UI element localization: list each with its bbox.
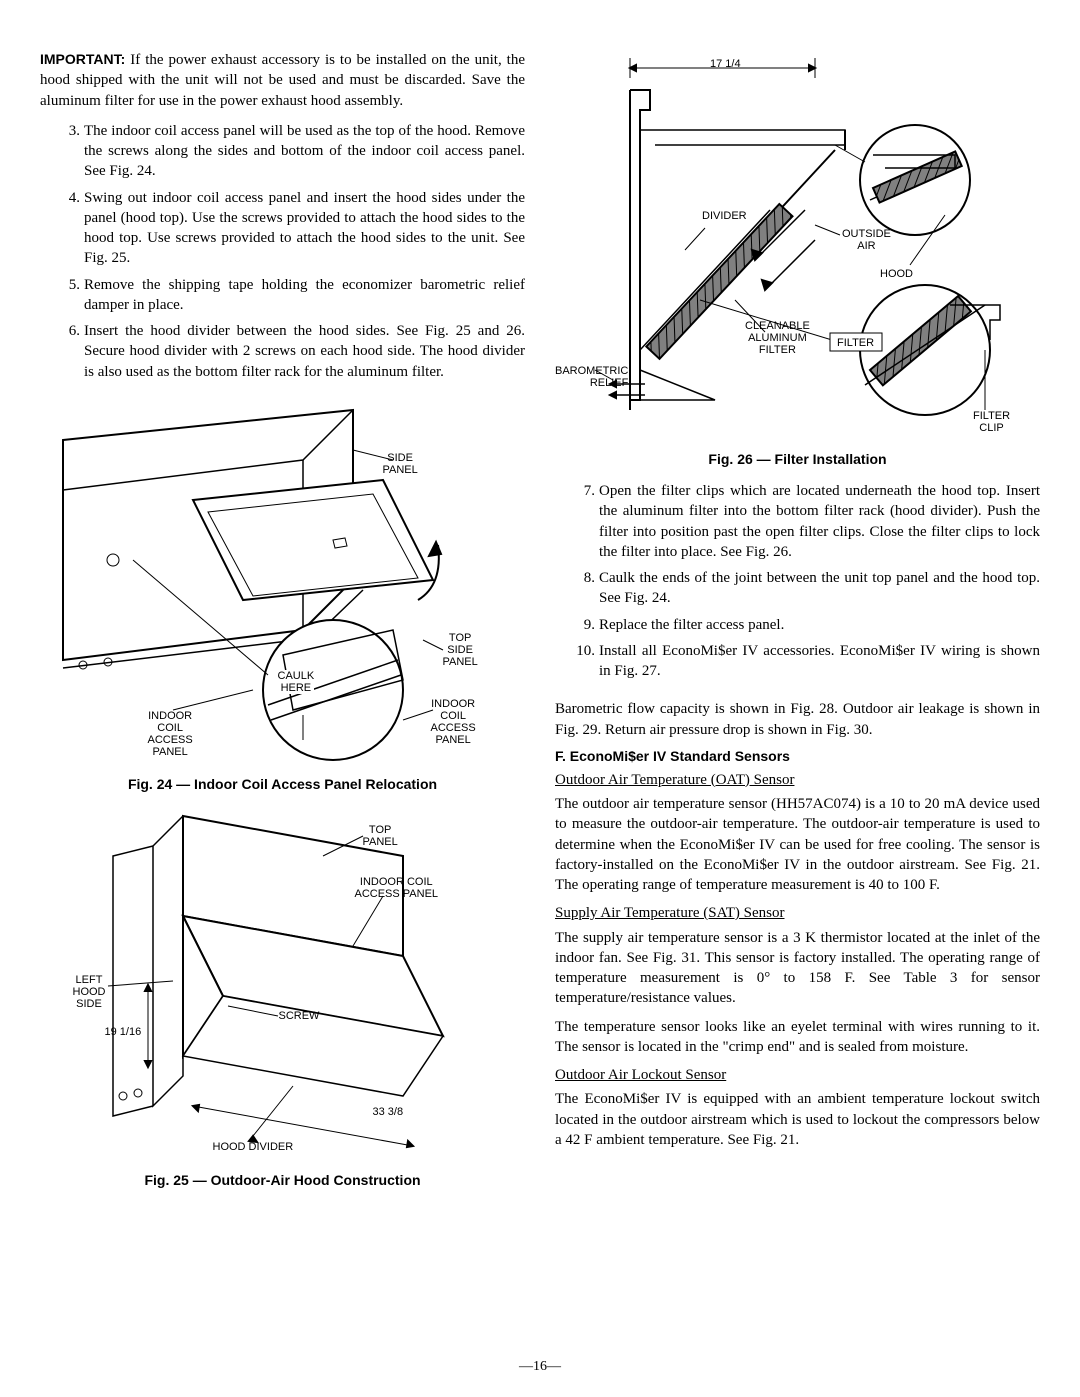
fig25-label-indoor-coil: INDOOR COIL ACCESS PANEL <box>355 876 439 900</box>
right-column: 17 1/4 DIVIDER OUTSIDE AIR HOOD CLEANABL… <box>555 50 1040 1202</box>
fig25-label-dim-h: 19 1/16 <box>105 1026 142 1038</box>
fig26-label-filter-clip: FILTER CLIP <box>973 410 1010 434</box>
step-3: 3.The indoor coil access panel will be u… <box>84 121 525 182</box>
sat-title: Supply Air Temperature (SAT) Sensor <box>555 903 1040 923</box>
oat-title: Outdoor Air Temperature (OAT) Sensor <box>555 770 1040 790</box>
fig24-label-indoor-r: INDOOR COIL ACCESS PANEL <box>431 698 476 746</box>
fig26-label-dim: 17 1/4 <box>710 58 741 70</box>
fig26-label-barometric: BAROMETRIC RELIEF <box>555 365 628 389</box>
steps-list-left: 3.The indoor coil access panel will be u… <box>40 121 525 382</box>
fig26-label-outside-air: OUTSIDE AIR <box>842 228 891 252</box>
step-4: 4.Swing out indoor coil access panel and… <box>84 188 525 269</box>
important-note: IMPORTANT: If the power exhaust accessor… <box>40 50 525 111</box>
figure-25: TOP PANEL INDOOR COIL ACCESS PANEL LEFT … <box>40 806 525 1188</box>
step-5: 5.Remove the shipping tape holding the e… <box>84 275 525 316</box>
two-column-layout: IMPORTANT: If the power exhaust accessor… <box>40 50 1040 1202</box>
fig26-label-divider: DIVIDER <box>702 210 747 222</box>
fig24-label-indoor-l: INDOOR COIL ACCESS PANEL <box>148 710 193 758</box>
fig24-diagram: SIDE PANEL TOP SIDE PANEL CAULK HERE IND… <box>53 400 513 770</box>
fig24-label-side-panel: SIDE PANEL <box>383 452 418 476</box>
sat-body1: The supply air temperature sensor is a 3… <box>555 928 1040 1009</box>
fig24-caption: Fig. 24 — Indoor Coil Access Panel Reloc… <box>40 776 525 792</box>
fig26-label-cleanable: CLEANABLE ALUMINUM FILTER <box>745 320 810 356</box>
fig26-diagram: 17 1/4 DIVIDER OUTSIDE AIR HOOD CLEANABL… <box>555 50 1040 445</box>
steps-list-right: 7.Open the filter clips which are locate… <box>555 481 1040 681</box>
fig26-label-filter: FILTER <box>837 337 874 349</box>
step-6: 6.Insert the hood divider between the ho… <box>84 321 525 382</box>
fig25-caption: Fig. 25 — Outdoor-Air Hood Construction <box>40 1172 525 1188</box>
step-10: 10.Install all EconoMi$er IV accessories… <box>599 641 1040 682</box>
step-8: 8.Caulk the ends of the joint between th… <box>599 568 1040 609</box>
fig25-label-hood-divider: HOOD DIVIDER <box>213 1141 294 1153</box>
step-9: 9.Replace the filter access panel. <box>599 615 1040 635</box>
figure-26: 17 1/4 DIVIDER OUTSIDE AIR HOOD CLEANABL… <box>555 50 1040 467</box>
section-f-head: F. EconoMi$er IV Standard Sensors <box>555 748 1040 764</box>
fig25-label-left-hood-side: LEFT HOOD SIDE <box>73 974 106 1010</box>
figure-24: SIDE PANEL TOP SIDE PANEL CAULK HERE IND… <box>40 400 525 792</box>
lockout-body: The EconoMi$er IV is equipped with an am… <box>555 1089 1040 1150</box>
fig25-label-top-panel: TOP PANEL <box>363 824 398 848</box>
left-column: IMPORTANT: If the power exhaust accessor… <box>40 50 525 1202</box>
fig26-caption: Fig. 26 — Filter Installation <box>555 451 1040 467</box>
fig25-label-screw: SCREW <box>279 1010 320 1022</box>
important-label: IMPORTANT: <box>40 51 125 67</box>
fig25-svg <box>53 806 513 1166</box>
barometric-paragraph: Barometric flow capacity is shown in Fig… <box>555 699 1040 740</box>
step-7: 7.Open the filter clips which are locate… <box>599 481 1040 562</box>
fig25-label-dim-w: 33 3/8 <box>373 1106 404 1118</box>
fig26-label-hood: HOOD <box>880 268 913 280</box>
oat-body: The outdoor air temperature sensor (HH57… <box>555 794 1040 895</box>
lockout-title: Outdoor Air Lockout Sensor <box>555 1065 1040 1085</box>
fig25-diagram: TOP PANEL INDOOR COIL ACCESS PANEL LEFT … <box>53 806 513 1166</box>
fig24-label-top-side-panel: TOP SIDE PANEL <box>443 632 478 668</box>
page-number: —16— <box>0 1359 1080 1375</box>
sat-body2: The temperature sensor looks like an eye… <box>555 1017 1040 1058</box>
fig24-label-caulk-here: CAULK HERE <box>278 670 315 694</box>
